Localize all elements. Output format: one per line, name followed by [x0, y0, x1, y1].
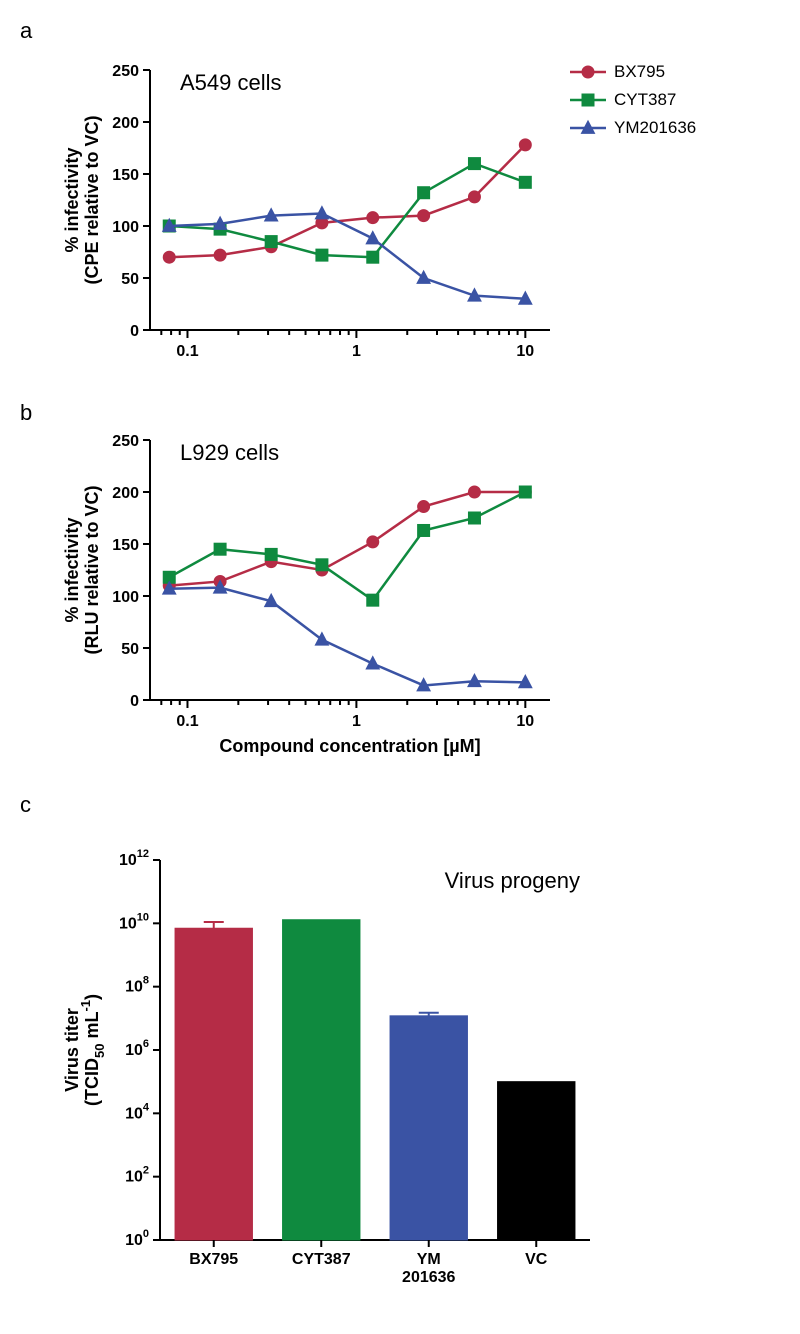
svg-text:L929 cells: L929 cells: [180, 440, 279, 465]
legend: BX795 CYT387 YM201636: [570, 58, 760, 158]
chart-b-l929: 0 50 100 150 200 250 0.1 1 10 L929 cells % infecti…: [60, 420, 560, 765]
svg-text:108: 108: [125, 975, 149, 996]
svg-text:250: 250: [112, 63, 139, 80]
svg-text:1010: 1010: [119, 911, 149, 932]
chart-c-virus-progeny: 100 102 104 106 108 1010 1012 BX795 CYT387 YM2016…: [60, 840, 600, 1300]
svg-text:106: 106: [125, 1038, 149, 1059]
panel-b-label: b: [20, 400, 32, 426]
svg-text:102: 102: [125, 1165, 149, 1186]
svg-text:Compound concentration [µM]: Compound concentration [µM]: [219, 736, 480, 756]
svg-text:Virus titer(TCID50 mL-1): Virus titer(TCID50 mL-1): [62, 994, 107, 1106]
panel-a-label: a: [20, 18, 32, 44]
svg-text:150: 150: [112, 537, 139, 554]
svg-text:VC: VC: [525, 1251, 548, 1268]
svg-text:Virus progeny: Virus progeny: [445, 868, 580, 893]
svg-text:BX795: BX795: [614, 62, 665, 81]
svg-text:100: 100: [112, 589, 139, 606]
svg-text:104: 104: [125, 1101, 150, 1122]
svg-text:200: 200: [112, 485, 139, 502]
svg-text:CYT387: CYT387: [614, 90, 676, 109]
svg-text:0.1: 0.1: [176, 343, 198, 360]
svg-text:CYT387: CYT387: [292, 1251, 351, 1268]
svg-text:1: 1: [352, 343, 361, 360]
svg-text:1012: 1012: [119, 848, 149, 869]
svg-text:% infectivity(RLU relative to: % infectivity(RLU relative to VC): [62, 485, 102, 654]
svg-text:200: 200: [112, 115, 139, 132]
svg-text:1: 1: [352, 713, 361, 730]
svg-text:100: 100: [125, 1228, 149, 1249]
svg-text:150: 150: [112, 167, 139, 184]
chart-a-a549: 0 50 100 150 200 250 0.1 1 10 A549 cells % infecti…: [60, 50, 560, 370]
svg-text:250: 250: [112, 433, 139, 450]
svg-text:50: 50: [121, 271, 139, 288]
svg-text:10: 10: [516, 713, 534, 730]
svg-text:A549 cells: A549 cells: [180, 70, 282, 95]
svg-text:YM201636: YM201636: [614, 118, 696, 137]
svg-text:50: 50: [121, 641, 139, 658]
svg-text:0: 0: [130, 323, 139, 340]
svg-text:BX795: BX795: [189, 1251, 238, 1268]
svg-text:0.1: 0.1: [176, 713, 198, 730]
svg-text:YM: YM: [417, 1251, 441, 1268]
svg-text:10: 10: [516, 343, 534, 360]
svg-text:% infectivity(CPE relative to: % infectivity(CPE relative to VC): [62, 115, 102, 284]
svg-text:0: 0: [130, 693, 139, 710]
svg-text:100: 100: [112, 219, 139, 236]
panel-c-label: c: [20, 792, 31, 818]
svg-text:201636: 201636: [402, 1269, 455, 1286]
